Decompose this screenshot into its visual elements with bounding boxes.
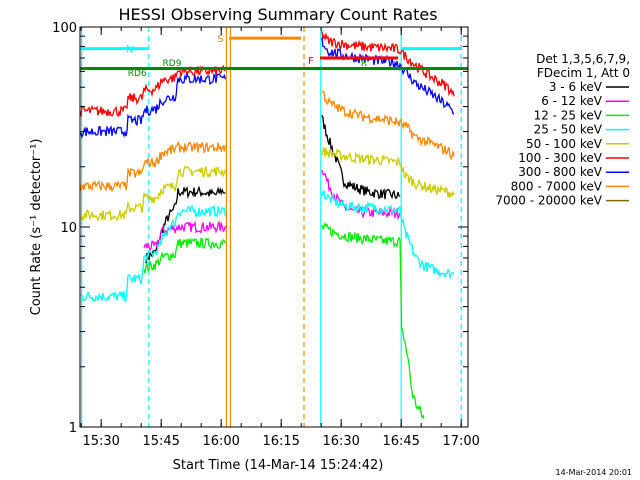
- x-tick-label-6: 17:00: [442, 434, 479, 449]
- legend-header-line-1: Det 1,3,5,6,7,9,: [536, 52, 630, 66]
- legend-label-2: 12 - 25 keV: [534, 108, 603, 122]
- legend-label-5: 100 - 300 keV: [518, 151, 602, 165]
- legend: Det 1,3,5,6,7,9, FDecim 1, Att 0 3 - 6 k…: [495, 52, 630, 208]
- legend-label-0: 3 - 6 keV: [549, 80, 603, 94]
- x-tick-label-4: 16:30: [322, 434, 359, 449]
- series-line-7: [79, 90, 455, 193]
- legend-label-7: 800 - 7000 keV: [511, 179, 603, 193]
- y-axis-label: Count Rate (s⁻¹ detector⁻¹): [29, 139, 44, 316]
- saa-label: S: [217, 34, 223, 45]
- series-line-4: [79, 147, 455, 222]
- y-tick-label-1: 10: [60, 221, 77, 236]
- legend-label-6: 300 - 800 keV: [518, 165, 602, 179]
- y-tick-label-0: 1: [69, 421, 77, 436]
- footer-timestamp: 14-Mar-2014 20:01: [556, 468, 633, 477]
- x-tick-label-5: 16:45: [382, 434, 419, 449]
- rd-label-1: RD9: [163, 59, 182, 69]
- rd-label-2: R: [361, 59, 367, 69]
- legend-label-1: 6 - 12 keV: [541, 94, 603, 108]
- flare-label: F: [308, 56, 314, 67]
- y-axis: 1 10 100: [52, 21, 468, 436]
- chart-title: HESSI Observing Summary Count Rates: [118, 5, 437, 24]
- series-line-2: [143, 221, 425, 419]
- x-tick-label-1: 15:45: [142, 434, 179, 449]
- series-line-3: [79, 190, 455, 303]
- night-label: N: [126, 45, 133, 56]
- x-tick-label-0: 15:30: [82, 434, 119, 449]
- x-tick-label-3: 16:15: [262, 434, 299, 449]
- legend-label-3: 25 - 50 keV: [534, 123, 603, 137]
- legend-label-8: 7000 - 20000 keV: [495, 194, 602, 208]
- legend-label-4: 50 - 100 keV: [526, 137, 603, 151]
- x-axis: 15:30 15:45 16:00 16:15 16:30 16:45 17:00: [80, 27, 480, 449]
- plot-area: N S F RD6 RD9 R: [79, 27, 468, 427]
- x-axis-label: Start Time (14-Mar-14 15:24:42): [173, 458, 384, 473]
- rd-label-0: RD6: [128, 69, 147, 79]
- legend-header-line-2: FDecim 1, Att 0: [537, 66, 630, 80]
- y-tick-label-2: 100: [52, 21, 77, 36]
- x-tick-label-2: 16:00: [202, 434, 239, 449]
